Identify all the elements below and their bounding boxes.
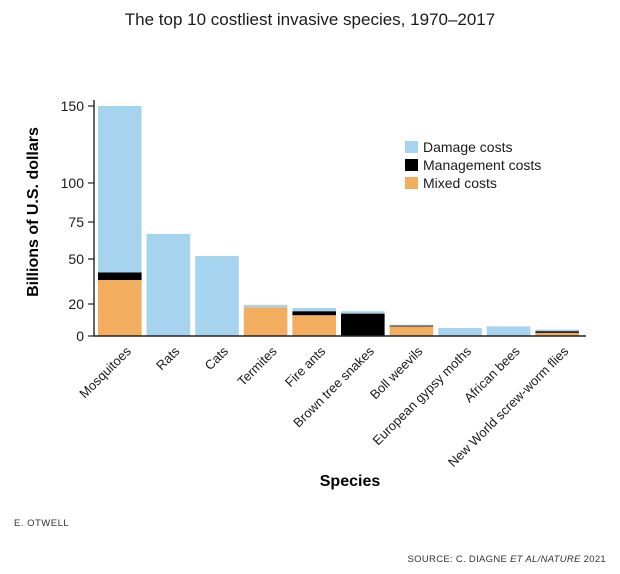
y-tick-label: 75 — [68, 214, 84, 230]
y-tick-label: 50 — [68, 251, 84, 267]
y-axis-label: Billions of U.S. dollars — [25, 127, 42, 297]
bar-mixed-costs — [389, 326, 434, 336]
x-tick-label: Mosquitoes — [76, 343, 134, 401]
bar-damage-costs — [292, 308, 336, 312]
bar-management-costs — [98, 272, 142, 280]
bar-damage-costs — [486, 326, 531, 336]
y-tick-label: 20 — [68, 296, 84, 312]
x-tick-label: Brown tree snakes — [290, 343, 377, 430]
legend-label: Damage costs — [423, 139, 512, 155]
source-prefix: SOURCE: C. DIAGNE — [407, 554, 511, 565]
bar-damage-costs — [535, 329, 579, 332]
bar-management-costs — [292, 311, 336, 316]
bar-mixed-costs — [535, 332, 579, 336]
legend-label: Management costs — [423, 157, 541, 173]
y-tick-label: 0 — [76, 328, 84, 344]
bar-damage-costs — [98, 106, 142, 273]
bar-management-costs — [341, 313, 385, 336]
x-tick-label: European gypsy moths — [369, 343, 474, 448]
x-tick-label: Termites — [234, 343, 280, 389]
chart-title: The top 10 costliest invasive species, 1… — [124, 10, 496, 29]
x-tick-label: Rats — [153, 343, 183, 373]
bar-damage-costs — [438, 328, 482, 336]
bar-management-costs — [389, 325, 434, 327]
y-tick-label: 100 — [61, 175, 85, 191]
bar-damage-costs — [146, 233, 191, 336]
x-tick-label: Cats — [202, 343, 232, 373]
bar-management-costs — [535, 331, 579, 333]
x-tick-label: Fire ants — [282, 343, 329, 390]
source-suffix: 2021 — [580, 554, 606, 565]
credit-text: E. OTWELL — [14, 518, 70, 529]
legend-label: Mixed costs — [423, 175, 497, 191]
bar-damage-costs — [243, 304, 288, 308]
bar-mixed-costs — [292, 315, 336, 336]
legend-swatch — [405, 141, 418, 153]
bar-damage-costs — [389, 324, 434, 326]
bar-damage-costs — [341, 311, 385, 314]
source-text: SOURCE: C. DIAGNE ET AL/NATURE 2021 — [408, 554, 606, 565]
x-axis-label: Species — [320, 473, 381, 490]
source-italic: ET AL/NATURE — [510, 554, 581, 565]
legend-swatch — [405, 159, 418, 171]
bar-mixed-costs — [98, 280, 142, 336]
bar-mixed-costs — [243, 307, 288, 336]
legend-swatch — [405, 177, 418, 189]
y-tick-label: 150 — [61, 98, 85, 114]
bar-damage-costs — [195, 256, 239, 336]
